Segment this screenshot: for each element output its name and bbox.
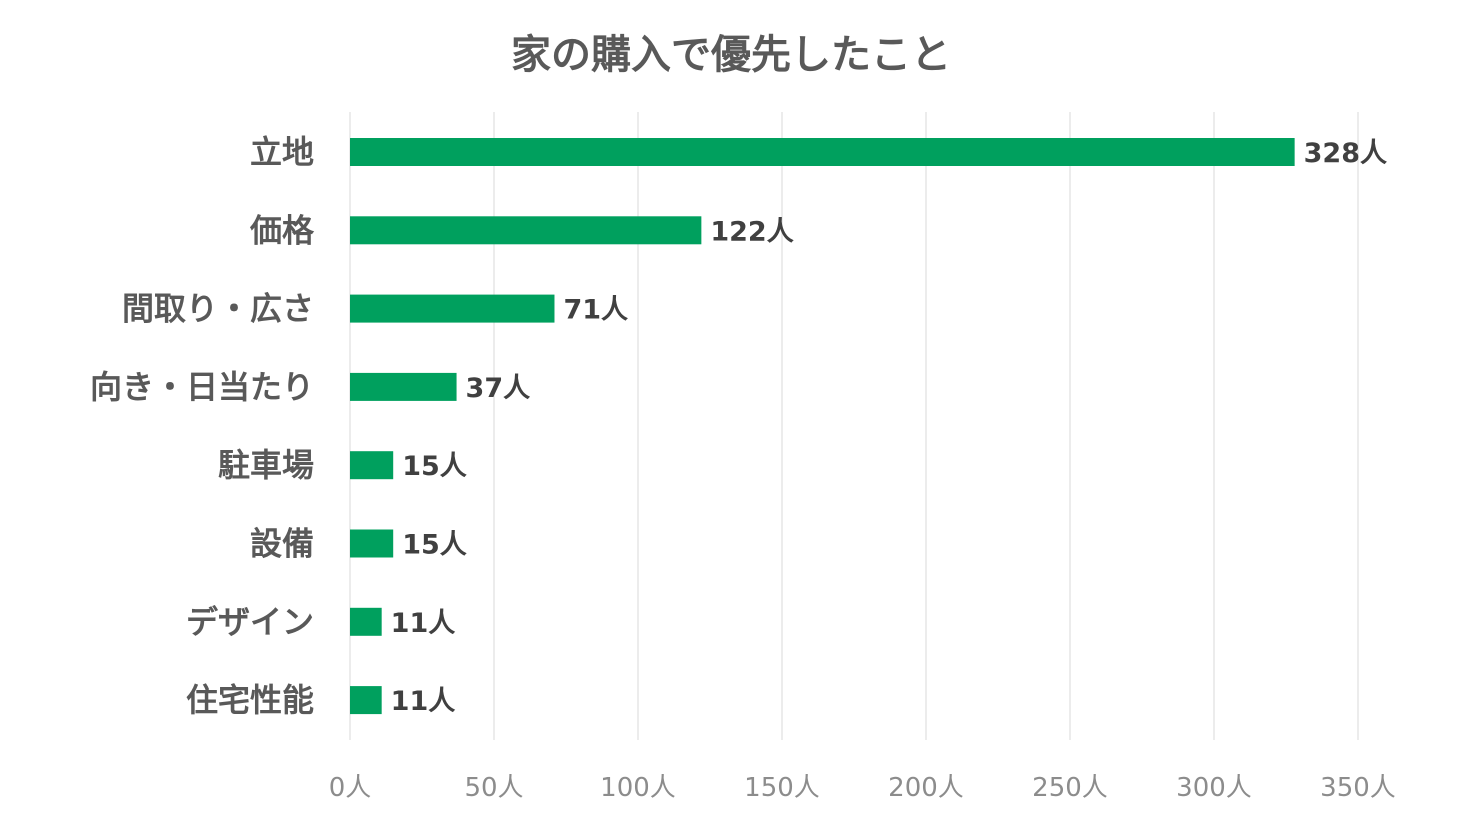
bar — [350, 529, 394, 558]
x-tick-label: 200人 — [888, 773, 964, 803]
value-labels: 328人 122人 71人 37人 15人 15人 11人 11人 — [391, 138, 1387, 717]
bars — [350, 138, 1295, 715]
x-tick-label: 100人 — [600, 773, 676, 803]
x-tick-label: 150人 — [744, 773, 820, 803]
category-label: 間取り・広さ — [122, 290, 314, 328]
category-label: 向き・日当たり — [90, 368, 314, 406]
data-label: 15人 — [402, 451, 467, 482]
category-label: 価格 — [249, 211, 315, 249]
bar — [350, 607, 382, 636]
bar — [350, 216, 702, 245]
bar — [350, 451, 394, 480]
bar — [350, 138, 1295, 166]
category-label: 住宅性能 — [186, 681, 314, 719]
bar — [350, 686, 382, 715]
x-tick-label: 50人 — [464, 773, 523, 803]
data-label: 328人 — [1304, 138, 1387, 169]
data-label: 122人 — [710, 216, 793, 247]
bar — [350, 372, 457, 401]
category-label: デザイン — [186, 603, 314, 641]
x-tick-label: 250人 — [1032, 773, 1108, 803]
data-label: 11人 — [391, 686, 456, 717]
x-tick-label: 350人 — [1320, 773, 1396, 803]
x-tick-label: 300人 — [1176, 773, 1252, 803]
bar — [350, 294, 555, 323]
data-label: 37人 — [466, 373, 531, 404]
data-label: 15人 — [402, 530, 467, 561]
data-label: 71人 — [563, 295, 628, 326]
category-label: 駐車場 — [218, 446, 314, 484]
gridlines — [349, 112, 1359, 740]
x-tick-label: 0人 — [329, 773, 372, 803]
category-label: 設備 — [250, 525, 314, 563]
category-label: 立地 — [250, 133, 314, 171]
data-label: 11人 — [391, 608, 456, 639]
chart-title: 家の購入で優先したこと — [511, 32, 951, 78]
x-axis-tick-labels: 0人 50人 100人 150人 200人 250人 300人 350人 — [329, 773, 1396, 803]
